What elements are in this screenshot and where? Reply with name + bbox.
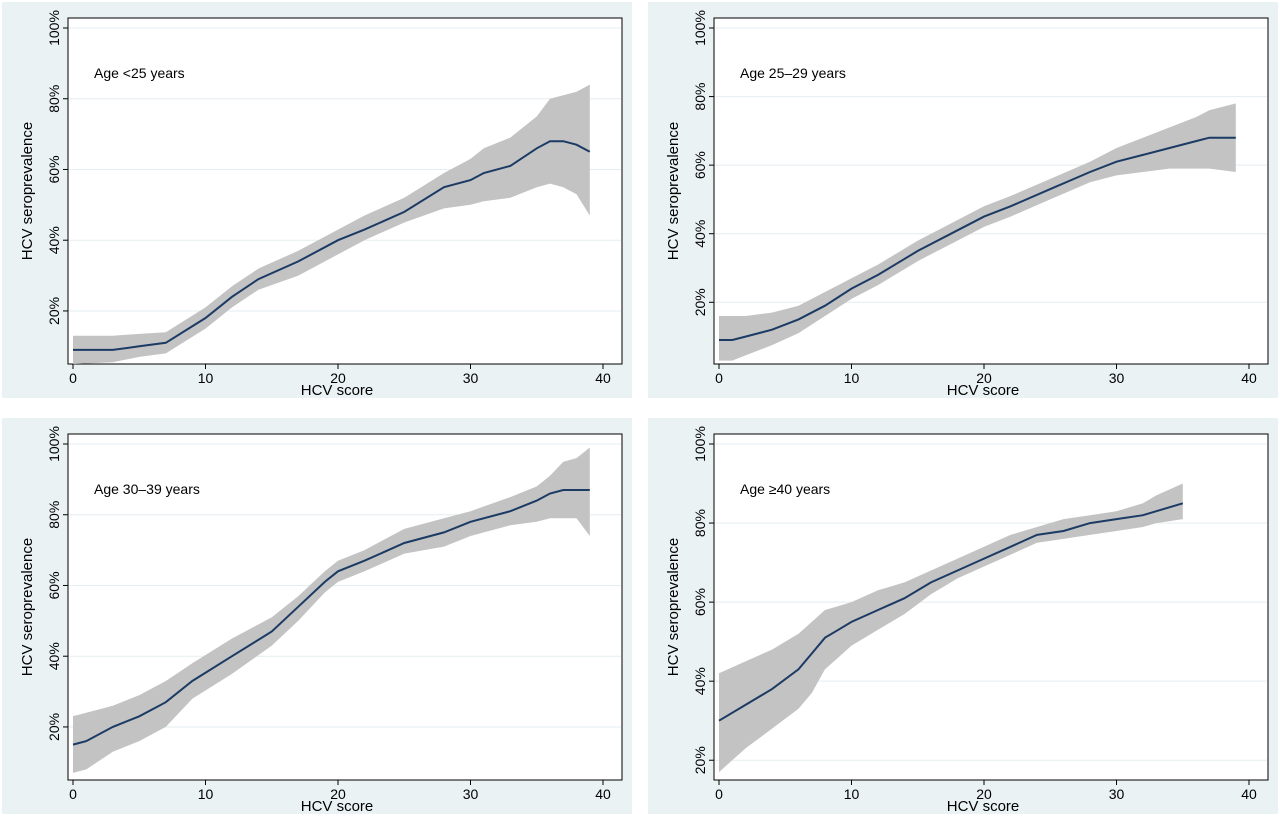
y-tick-label: 20% — [692, 746, 708, 774]
y-tick-label: 60% — [692, 588, 708, 616]
y-tick-label: 100% — [692, 426, 708, 462]
panel-age-under-25: 0 10 20 30 40 20% 40% 60% 80% 100% HCV score HCV se… — [2, 2, 632, 398]
y-tick-label: 100% — [46, 10, 62, 46]
x-axis-title: HCV score — [947, 798, 1020, 814]
age-group-label: Age <25 years — [94, 65, 185, 81]
x-tick-label: 30 — [1109, 786, 1125, 802]
x-tick-label: 30 — [463, 370, 479, 386]
y-tick-label: 60% — [46, 155, 62, 183]
x-tick-label: 30 — [1109, 370, 1125, 386]
y-tick-label: 20% — [46, 713, 62, 741]
x-tick-label: 10 — [844, 786, 860, 802]
y-tick-label: 60% — [692, 151, 708, 179]
x-tick-label: 40 — [1241, 786, 1257, 802]
x-tick-label: 0 — [69, 786, 77, 802]
x-tick-label: 20 — [330, 370, 346, 386]
y-tick-label: 40% — [692, 667, 708, 695]
y-tick-label: 40% — [692, 220, 708, 248]
x-tick-label: 20 — [976, 370, 992, 386]
y-tick-label: 20% — [692, 288, 708, 316]
estimate-line — [73, 140, 591, 351]
plot-area — [67, 17, 623, 365]
x-tick-label: 0 — [69, 370, 77, 386]
x-tick-label: 40 — [595, 370, 611, 386]
x-tick-label: 20 — [976, 786, 992, 802]
y-tick-label: 80% — [46, 501, 62, 529]
y-tick-label: 80% — [692, 83, 708, 111]
chart-svg: 0 10 20 30 40 20% 40% 60% 80% 100% HCV score HCV se… — [19, 10, 623, 398]
estimate-line — [719, 136, 1236, 341]
y-tick-label: 80% — [46, 85, 62, 113]
x-tick-label: 30 — [463, 786, 479, 802]
panel-age-40-plus: 0 10 20 30 40 20% 40% 60% 80% 100% HCV score HCV se… — [648, 418, 1278, 814]
x-tick-label: 10 — [844, 370, 860, 386]
age-group-label: Age 25–29 years — [740, 65, 846, 81]
x-axis-title: HCV score — [301, 382, 374, 398]
x-tick-label: 40 — [595, 786, 611, 802]
estimate-line — [718, 502, 1184, 722]
y-axis-title: HCV seroprevalence — [665, 122, 682, 260]
y-axis-title: HCV seroprevalence — [19, 122, 36, 260]
estimate-line — [72, 489, 590, 746]
panel-age-30-39: 0 10 20 30 40 20% 40% 60% 80% 100% HCV score HCV se… — [2, 418, 632, 814]
x-tick-label: 10 — [198, 370, 214, 386]
confidence-band — [719, 483, 1183, 773]
y-tick-label: 100% — [692, 10, 708, 46]
confidence-band — [719, 103, 1236, 361]
chart-svg: 0 10 20 30 40 20% 40% 60% 80% 100% HCV score HCV se… — [665, 426, 1269, 814]
age-group-label: Age ≥40 years — [740, 481, 830, 497]
y-axis-title: HCV seroprevalence — [19, 538, 36, 676]
x-tick-label: 40 — [1241, 370, 1257, 386]
x-tick-label: 0 — [715, 786, 723, 802]
x-tick-label: 10 — [198, 786, 214, 802]
chart-svg: 0 10 20 30 40 20% 40% 60% 80% 100% HCV score HCV se… — [19, 426, 623, 814]
x-axis-title: HCV score — [301, 798, 374, 814]
y-axis-title: HCV seroprevalence — [665, 538, 682, 676]
confidence-band — [73, 84, 590, 364]
panel-age-25-29: 0 10 20 30 40 20% 40% 60% 80% 100% HCV score HCV se… — [648, 2, 1278, 398]
x-tick-label: 0 — [715, 370, 723, 386]
y-tick-label: 40% — [46, 642, 62, 670]
chart-svg: 0 10 20 30 40 20% 40% 60% 80% 100% HCV score HCV se… — [665, 10, 1269, 398]
y-tick-label: 60% — [46, 571, 62, 599]
age-group-label: Age 30–39 years — [94, 481, 200, 497]
y-tick-label: 80% — [692, 509, 708, 537]
confidence-band — [73, 447, 590, 773]
x-axis-title: HCV score — [947, 382, 1020, 398]
y-tick-label: 20% — [46, 297, 62, 325]
y-tick-label: 100% — [46, 426, 62, 462]
x-tick-label: 20 — [330, 786, 346, 802]
y-tick-label: 40% — [46, 226, 62, 254]
